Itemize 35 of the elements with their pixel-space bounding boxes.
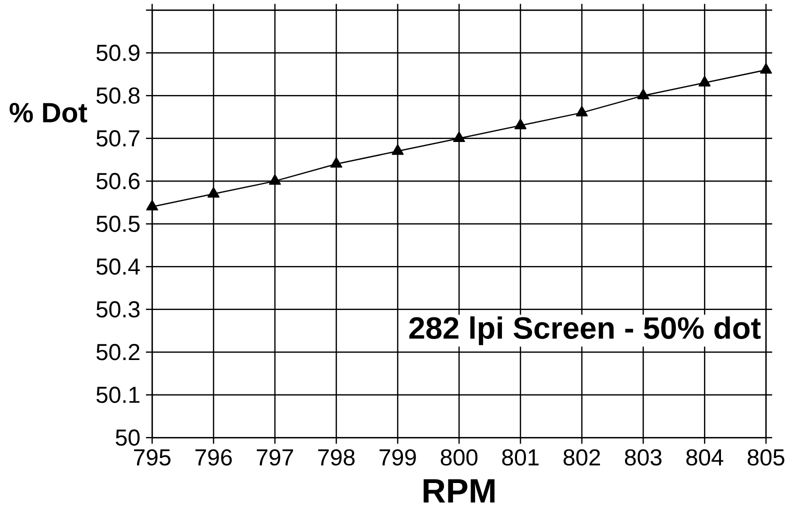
y-tick-label: 50.1: [96, 386, 140, 403]
point: [760, 62, 772, 74]
point: [637, 88, 650, 100]
y-tick-label: 50.9: [96, 44, 140, 61]
x-tick-label: 802: [564, 448, 600, 466]
point: [576, 106, 588, 116]
y-tick-label: 50.6: [96, 172, 140, 190]
point: [453, 131, 466, 142]
y-axis-title: % Dot: [10, 102, 88, 122]
x-axis-title: RPM: [424, 478, 494, 502]
y-tick-label: 50.3: [96, 300, 140, 318]
y-tick-label: 50.8: [96, 87, 140, 104]
point: [146, 200, 158, 210]
point: [268, 174, 281, 185]
point: [392, 144, 404, 155]
x-tick-label: 798: [318, 448, 355, 466]
y-tick-label: 50.5: [96, 215, 140, 232]
point: [514, 118, 526, 129]
y-tick-label: 50.2: [96, 344, 140, 360]
x-tick-label: 800: [440, 448, 478, 466]
y-tick-label: 50: [116, 429, 140, 446]
y-tick-label: 50.7: [96, 130, 140, 146]
point: [698, 76, 711, 86]
x-tick-label: 804: [686, 448, 724, 466]
x-tick-label: 796: [195, 448, 232, 466]
x-tick-label: 795: [134, 448, 170, 466]
x-tick-label: 799: [380, 448, 416, 466]
point: [208, 186, 220, 198]
x-tick-label: 803: [624, 448, 662, 466]
x-tick-label: 801: [502, 448, 539, 466]
x-tick-label: 805: [748, 448, 784, 466]
annotation: 282 lpi Screen - 50% dot: [409, 316, 761, 345]
y-tick-label: 50.4: [96, 258, 140, 275]
point: [330, 156, 342, 168]
x-tick-label: 797: [256, 448, 294, 466]
